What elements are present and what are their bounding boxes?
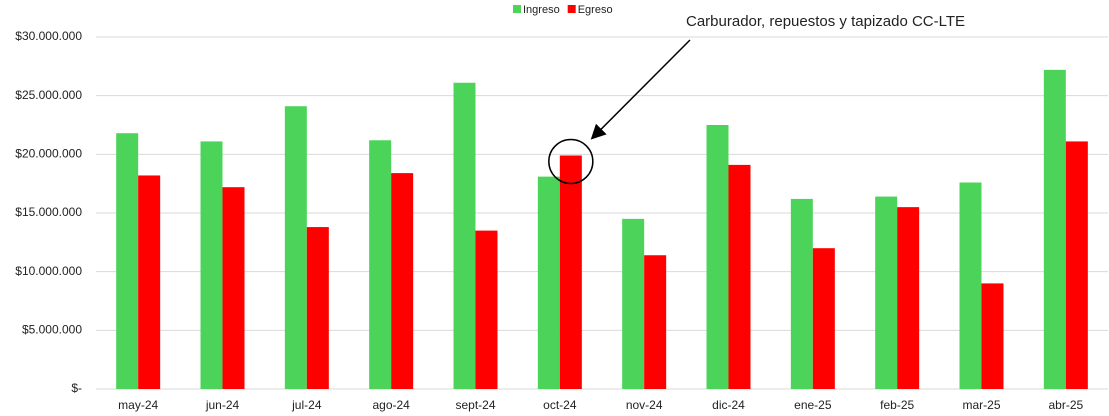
bar [475, 230, 498, 389]
legend-label: Egreso [578, 4, 613, 16]
y-tick-label: $5.000.000 [22, 323, 82, 337]
bar [812, 248, 835, 389]
bar [706, 125, 729, 389]
x-tick-label: jun-24 [205, 398, 240, 412]
legend-swatch [567, 5, 576, 13]
bar [897, 207, 920, 389]
x-tick-label: may-24 [118, 398, 158, 412]
bar [116, 133, 139, 389]
bar [1043, 69, 1066, 389]
x-tick-label: mar-25 [962, 398, 1000, 412]
y-tick-label: $- [71, 381, 82, 395]
bar [981, 283, 1004, 389]
bar [790, 198, 813, 389]
annotation: Carburador, repuestos y tapizado CC-LTE [686, 13, 965, 30]
bar [391, 173, 414, 389]
x-tick-label: ago-24 [372, 398, 410, 412]
bar [369, 140, 392, 389]
bar [959, 182, 982, 389]
bar [200, 141, 223, 389]
x-tick-label: nov-24 [626, 398, 663, 412]
x-tick-label: sept-24 [455, 398, 495, 412]
y-tick-label: $15.000.000 [15, 205, 82, 219]
bar [622, 218, 645, 389]
annotation-arrow [590, 39, 691, 140]
bar [306, 227, 329, 389]
bar [222, 187, 245, 389]
x-tick-label: feb-25 [880, 398, 914, 412]
bar [453, 82, 476, 389]
bar [644, 255, 667, 389]
y-tick-label: $30.000.000 [15, 29, 82, 43]
x-tick-label: jul-24 [291, 398, 322, 412]
bar [559, 155, 582, 389]
x-tick-label: abr-25 [1048, 398, 1083, 412]
legend-label: Ingreso [523, 4, 560, 16]
bar [284, 106, 307, 389]
annotation-circle [548, 138, 594, 185]
bar [138, 175, 161, 389]
bar [728, 164, 751, 389]
bar [1065, 141, 1088, 389]
x-tick-label: dic-24 [712, 398, 745, 412]
y-tick-label: $10.000.000 [15, 264, 82, 278]
y-tick-label: $20.000.000 [15, 147, 82, 161]
bar [537, 176, 560, 389]
bar [875, 196, 898, 389]
x-tick-label: ene-25 [794, 398, 832, 412]
x-tick-label: oct-24 [543, 398, 577, 412]
legend-swatch [513, 5, 521, 13]
y-tick-label: $25.000.000 [15, 88, 82, 102]
